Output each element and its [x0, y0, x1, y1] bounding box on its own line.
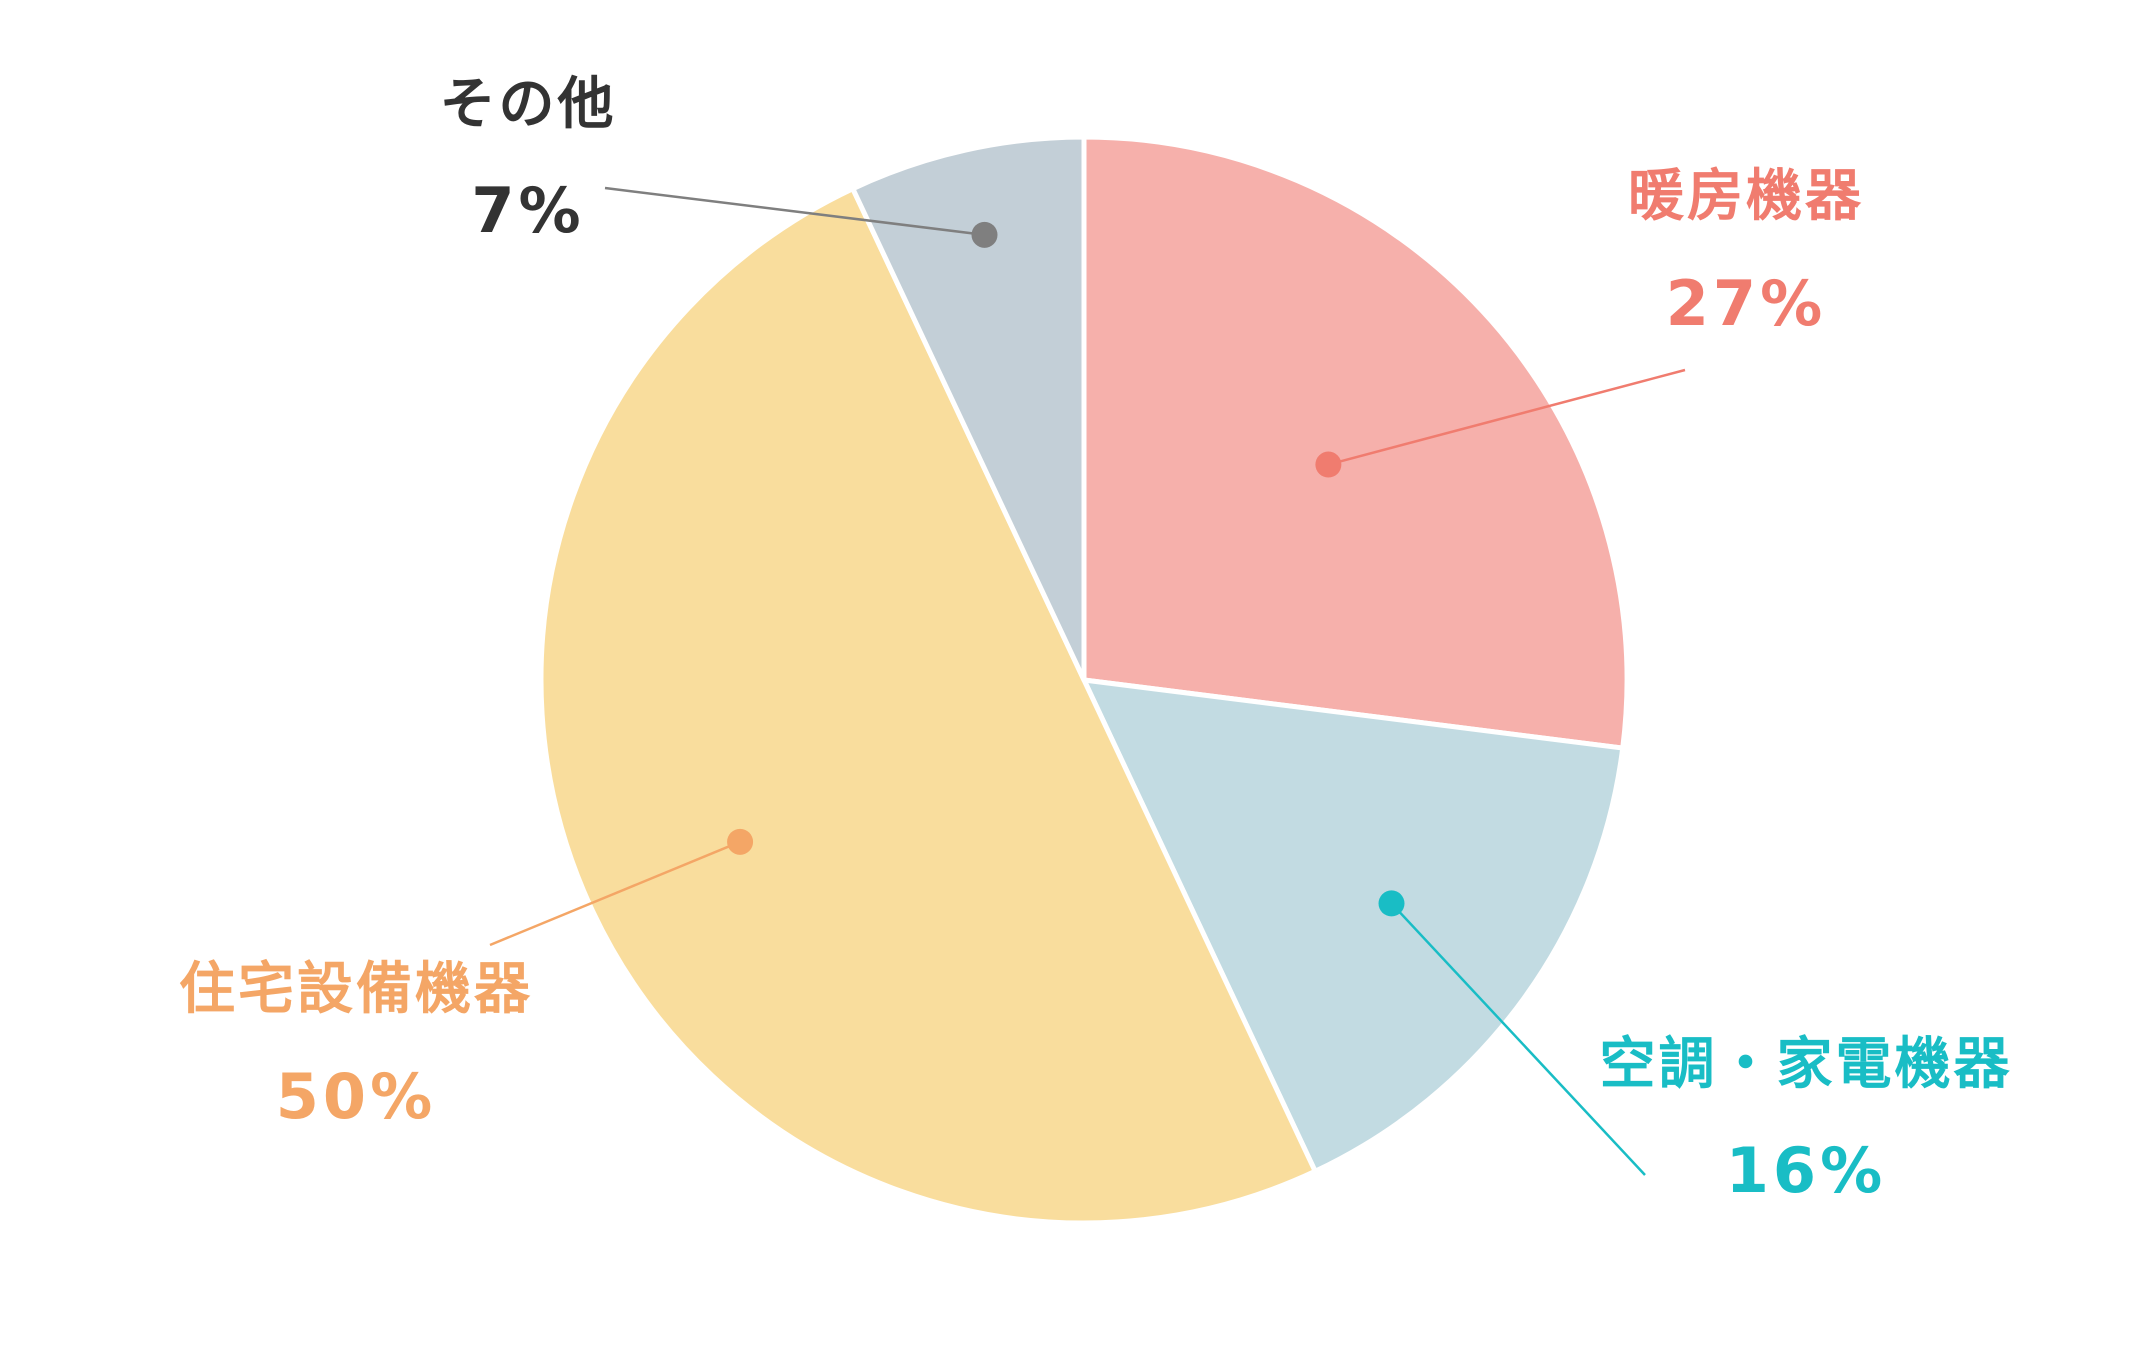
- leader-dot-heating: [1315, 451, 1342, 478]
- pie-slice-aircon-appliance: [1081, 677, 1626, 1174]
- slice-label-name-housing-equipment: 住宅設備機器: [179, 957, 533, 1022]
- slice-label-name-aircon-appliance: 空調・家電機器: [1600, 1032, 2013, 1097]
- labels-layer: 暖房機器 27% 空調・家電機器 16% 住宅設備機器 50% その他 7%: [179, 72, 2013, 1207]
- pie-slice-other: [850, 134, 1087, 683]
- leader-dot-other: [971, 221, 998, 248]
- leader-line-other: [604, 186, 985, 237]
- leader-dot-aircon-appliance: [1378, 890, 1405, 917]
- slice-label-percent-aircon-appliance: 16%: [1726, 1134, 1886, 1207]
- slices-layer: [538, 134, 1630, 1226]
- slice-label-percent-heating: 27%: [1666, 267, 1826, 340]
- slice-label-name-heating: 暖房機器: [1628, 164, 1864, 229]
- pie-slice-housing-equipment: [538, 186, 1318, 1226]
- leader-line-housing-equipment: [489, 840, 741, 947]
- leader-dot-housing-equipment: [727, 828, 754, 855]
- slice-label-name-other: その他: [440, 72, 617, 137]
- leader-line-aircon-appliance: [1390, 902, 1646, 1176]
- slice-label-percent-housing-equipment: 50%: [276, 1060, 436, 1133]
- slice-label-percent-other: 7%: [471, 174, 584, 247]
- pie-slice-heating: [1081, 134, 1630, 751]
- leader-line-heating: [1328, 368, 1686, 466]
- leaders-layer: [489, 186, 1686, 1176]
